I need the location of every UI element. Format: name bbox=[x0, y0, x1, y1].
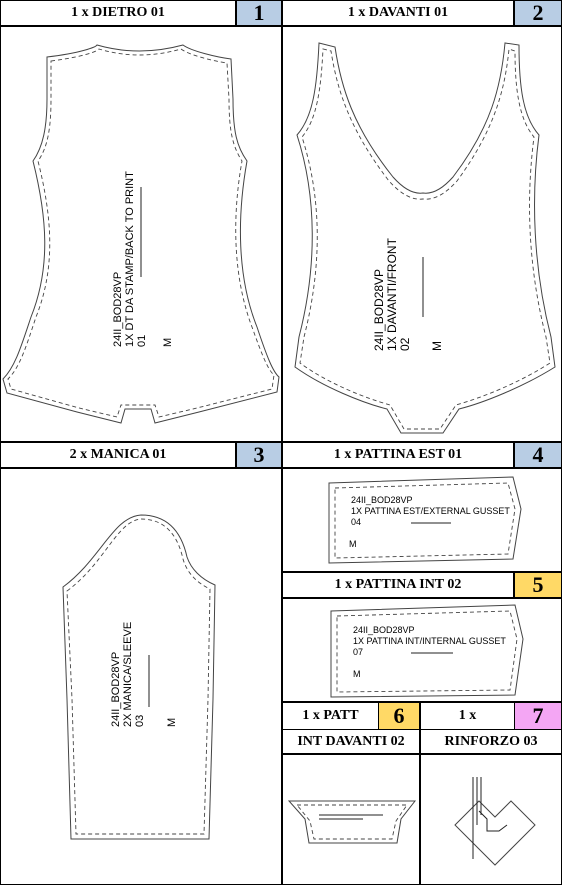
internal-gusset-drawing: 24II_BOD28VP 1X PATTINA INT/INTERNAL GUS… bbox=[330, 604, 524, 698]
piece-1-label-line-1: 24II_BOD28VP bbox=[112, 272, 124, 347]
piece-4-title: 1 x PATTINA EST 01 bbox=[333, 447, 463, 462]
front-inner-patch-drawing bbox=[287, 800, 417, 844]
internal-gusset-seam bbox=[336, 610, 518, 693]
piece-7-title: 1 x bbox=[458, 708, 477, 723]
piece-4-size: M bbox=[349, 539, 357, 549]
internal-gusset-outline bbox=[330, 604, 524, 698]
front-piece-seam bbox=[299, 48, 551, 430]
piece-4-number-badge: 4 bbox=[514, 442, 562, 468]
front-inner-patch-outline bbox=[287, 800, 417, 844]
piece-4-number: 4 bbox=[532, 442, 544, 467]
piece-7-number: 7 bbox=[532, 703, 544, 728]
piece-3-label-line-3: 03 bbox=[134, 715, 146, 727]
piece-1-label-line-3: 01 bbox=[136, 335, 148, 347]
piece-4-label-line-1: 24II_BOD28VP bbox=[351, 495, 413, 505]
external-gusset-outline bbox=[328, 476, 522, 564]
piece-2-number: 2 bbox=[532, 0, 544, 25]
piece-1-panel: 24II_BOD28VP 1X DT DA STAMP/BACK TO PRIN… bbox=[0, 26, 282, 442]
piece-5-label-line-3: 07 bbox=[353, 647, 363, 657]
reinforcement-outline bbox=[454, 800, 536, 866]
piece-3-label-line-1: 24II_BOD28VP bbox=[110, 652, 122, 727]
piece-5-number: 5 bbox=[532, 572, 544, 597]
piece-2-panel: 24II_BOD28VP 1X DAVANTI/FRONT 02 M bbox=[282, 26, 562, 442]
piece-4-label-line-3: 04 bbox=[351, 517, 361, 527]
piece-5-title: 1 x PATTINA INT 02 bbox=[334, 577, 462, 592]
piece-3-number-badge: 3 bbox=[236, 442, 282, 468]
piece-3-header: 2 x MANICA 01 bbox=[0, 442, 236, 468]
piece-1-title: 1 x DIETRO 01 bbox=[71, 5, 165, 20]
piece-5-size: M bbox=[353, 669, 361, 679]
piece-5-label-line-1: 24II_BOD28VP bbox=[353, 625, 415, 635]
piece-5-number-badge: 5 bbox=[514, 572, 562, 598]
piece-3-panel: 24II_BOD28VP 2X MANICA/SLEEVE 03 M bbox=[0, 468, 282, 885]
piece-6-number: 6 bbox=[393, 703, 405, 728]
piece-3-label-line-2: 2X MANICA/SLEEVE bbox=[122, 622, 134, 727]
piece-5-label-line-2: 1X PATTINA INT/INTERNAL GUSSET bbox=[353, 636, 506, 646]
piece-5-header: 1 x PATTINA INT 02 bbox=[282, 572, 514, 598]
piece-3-title: 2 x MANICA 01 bbox=[69, 447, 167, 462]
piece-7-number-badge: 7 bbox=[514, 702, 562, 730]
piece-4-header: 1 x PATTINA EST 01 bbox=[282, 442, 514, 468]
piece-7-header: 1 x bbox=[420, 702, 514, 730]
back-pattern-drawing: 24II_BOD28VP 1X DT DA STAMP/BACK TO PRIN… bbox=[2, 44, 280, 424]
piece-5-panel: 24II_BOD28VP 1X PATTINA INT/INTERNAL GUS… bbox=[282, 598, 562, 702]
piece-6-header: 1 x PATT bbox=[282, 702, 378, 730]
piece-2-label-line-2: 1X DAVANTI/FRONT bbox=[385, 237, 399, 351]
sleeve-pattern-drawing: 24II_BOD28VP 2X MANICA/SLEEVE 03 M bbox=[62, 514, 216, 840]
piece-2-title: 1 x DAVANTI 01 bbox=[347, 5, 449, 20]
piece-1-number-badge: 1 bbox=[236, 0, 282, 26]
front-piece-outline bbox=[294, 42, 556, 434]
external-gusset-seam bbox=[334, 482, 516, 559]
piece-4-panel: 24II_BOD28VP 1X PATTINA EST/EXTERNAL GUS… bbox=[282, 468, 562, 572]
piece-7-title-line-2: RINFORZO 03 bbox=[444, 733, 538, 749]
piece-1-label-line-2: 1X DT DA STAMP/BACK TO PRINT bbox=[124, 171, 136, 347]
piece-6-title: 1 x PATT bbox=[302, 708, 359, 723]
external-gusset-drawing: 24II_BOD28VP 1X PATTINA EST/EXTERNAL GUS… bbox=[328, 476, 522, 564]
piece-1-header: 1 x DIETRO 01 bbox=[0, 0, 236, 26]
piece-7-header-line-2: RINFORZO 03 bbox=[420, 730, 562, 754]
piece-2-number-badge: 2 bbox=[514, 0, 562, 26]
back-piece-outline bbox=[2, 44, 280, 424]
piece-3-size: M bbox=[166, 718, 178, 727]
reinforcement-inner-notch bbox=[478, 810, 508, 832]
sleeve-piece-outline bbox=[62, 514, 216, 840]
piece-2-label-line-1: 24II_BOD28VP bbox=[372, 269, 386, 351]
piece-7-panel bbox=[420, 754, 562, 885]
piece-6-number-badge: 6 bbox=[378, 702, 420, 730]
reinforcement-drawing bbox=[454, 777, 536, 866]
piece-1-size: M bbox=[162, 338, 174, 347]
piece-2-size: M bbox=[430, 341, 444, 351]
piece-6-header-line-2: INT DAVANTI 02 bbox=[282, 730, 420, 754]
piece-6-title-line-2: INT DAVANTI 02 bbox=[297, 733, 405, 749]
back-piece-seam bbox=[7, 48, 275, 418]
piece-3-number: 3 bbox=[253, 442, 265, 467]
piece-1-number: 1 bbox=[253, 0, 265, 25]
piece-6-panel bbox=[282, 754, 420, 885]
front-inner-patch-seam bbox=[296, 804, 408, 840]
front-pattern-drawing: 24II_BOD28VP 1X DAVANTI/FRONT 02 M bbox=[294, 42, 556, 434]
piece-2-header: 1 x DAVANTI 01 bbox=[282, 0, 514, 26]
piece-4-label-line-2: 1X PATTINA EST/EXTERNAL GUSSET bbox=[351, 506, 510, 516]
sleeve-piece-seam bbox=[66, 518, 211, 835]
piece-2-label-line-3: 02 bbox=[398, 337, 412, 351]
